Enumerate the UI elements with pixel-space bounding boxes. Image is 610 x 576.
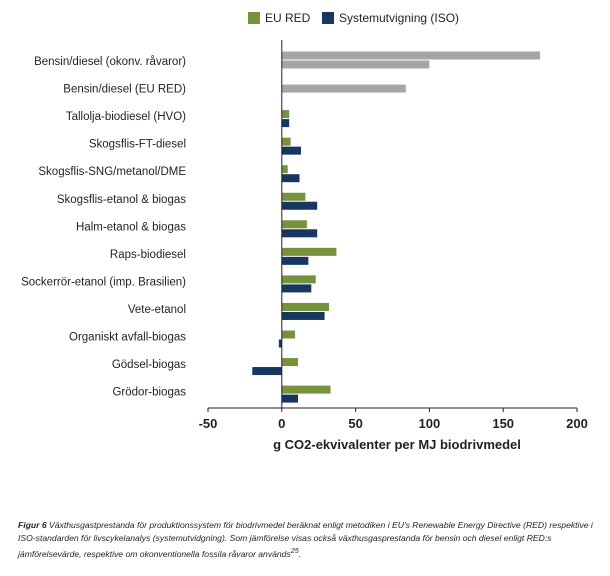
category-label-bensin-diesel-eu-red: Bensin/diesel (EU RED) — [63, 84, 186, 96]
bar-iso-sockerror-etanol-imp-brasilien — [281, 284, 312, 293]
caption-figure-label: Figur 6 — [18, 520, 47, 530]
bar-eu-red-tallolja-biodiesel-hvo — [281, 110, 290, 119]
x-tick-label-0: 0 — [278, 416, 285, 431]
x-axis-ticks: -50 0 50 100 150 200 — [199, 408, 588, 431]
category-label-godsel-biogas: Gödsel-biogas — [112, 359, 186, 371]
legend-label-iso: Systemutvigning (ISO) — [339, 11, 459, 25]
bar-iso-tallolja-biodiesel-hvo — [281, 119, 290, 128]
x-tick-label-minus-50: -50 — [199, 416, 218, 431]
category-label-halm-etanol-biogas: Halm-etanol & biogas — [76, 221, 186, 233]
bar-reference-bensin-diesel-okonv-ravaror-1 — [281, 51, 541, 60]
legend-label-eu-red: EU RED — [265, 11, 311, 25]
bar-eu-red-halm-etanol-biogas — [281, 220, 307, 229]
category-label-vete-etanol: Vete-etanol — [128, 304, 186, 316]
bar-eu-red-sockerror-etanol-imp-brasilien — [281, 275, 316, 284]
bar-chart: EU RED Systemutvigning (ISO) Bensin/dies… — [21, 11, 588, 452]
x-tick-label-50: 50 — [348, 416, 362, 431]
x-axis-title: g CO2-ekvivalenter per MJ biodrivmedel — [273, 437, 521, 452]
category-label-organiskt-avfall-biogas: Organiskt avfall-biogas — [69, 332, 186, 344]
bar-reference-bensin-diesel-okonv-ravaror-2 — [281, 60, 430, 69]
figure-caption: Figur 6 Växthusgastprestanda för produkt… — [18, 519, 598, 561]
bar-eu-red-vete-etanol — [281, 302, 330, 311]
category-label-skogsflis-etanol-biogas: Skogsflis-etanol & biogas — [57, 194, 186, 206]
bar-iso-skogsflis-sng-metanol-dme — [281, 174, 300, 183]
bar-eu-red-grodor-biogas — [281, 385, 331, 394]
category-label-sockerror-etanol-imp-brasilien: Sockerrör-etanol (imp. Brasilien) — [21, 276, 186, 288]
category-label-skogsflis-sng-metanol-dme: Skogsflis-SNG/metanol/DME — [38, 166, 186, 178]
caption-footnote-ref: 25 — [290, 547, 299, 555]
bar-eu-red-organiskt-avfall-biogas — [281, 330, 296, 339]
category-label-bensin-diesel-okonv-ravaror: Bensin/diesel (okonv. råvaror) — [34, 56, 186, 68]
bar-iso-vete-etanol — [281, 311, 325, 320]
category-label-tallolja-biodiesel-hvo: Tallolja-biodiesel (HVO) — [66, 111, 186, 123]
bar-iso-grodor-biogas — [281, 394, 299, 403]
bar-iso-skogsflis-ft-diesel — [281, 146, 301, 155]
bar-iso-raps-biodiesel — [281, 256, 309, 265]
category-label-raps-biodiesel: Raps-biodiesel — [110, 249, 186, 261]
bar-reference-bensin-diesel-eu-red-1 — [281, 84, 406, 93]
x-tick-label-150: 150 — [492, 416, 514, 431]
category-labels: Bensin/diesel (okonv. råvaror) Bensin/die… — [21, 56, 186, 399]
legend-swatch-iso — [322, 12, 334, 24]
bar-eu-red-godsel-biogas — [281, 358, 299, 367]
bar-iso-halm-etanol-biogas — [281, 229, 318, 238]
legend-swatch-eu-red — [248, 12, 260, 24]
bar-iso-organiskt-avfall-biogas — [278, 339, 282, 348]
category-label-skogsflis-ft-diesel: Skogsflis-FT-diesel — [89, 139, 186, 151]
bar-eu-red-raps-biodiesel — [281, 247, 337, 256]
bar-iso-godsel-biogas — [252, 367, 282, 376]
bar-eu-red-skogsflis-etanol-biogas — [281, 192, 306, 201]
bar-group — [252, 51, 541, 403]
bar-eu-red-skogsflis-ft-diesel — [281, 137, 291, 146]
caption-end: . — [298, 548, 302, 559]
legend: EU RED Systemutvigning (ISO) — [248, 11, 459, 25]
category-label-grodor-biogas: Grödor-biogas — [112, 387, 186, 399]
caption-text: Växthusgastprestanda för produktionssyst… — [18, 520, 593, 559]
x-tick-label-100: 100 — [419, 416, 441, 431]
x-tick-label-200: 200 — [566, 416, 588, 431]
bar-eu-red-skogsflis-sng-metanol-dme — [281, 165, 288, 174]
bar-iso-skogsflis-etanol-biogas — [281, 201, 318, 210]
